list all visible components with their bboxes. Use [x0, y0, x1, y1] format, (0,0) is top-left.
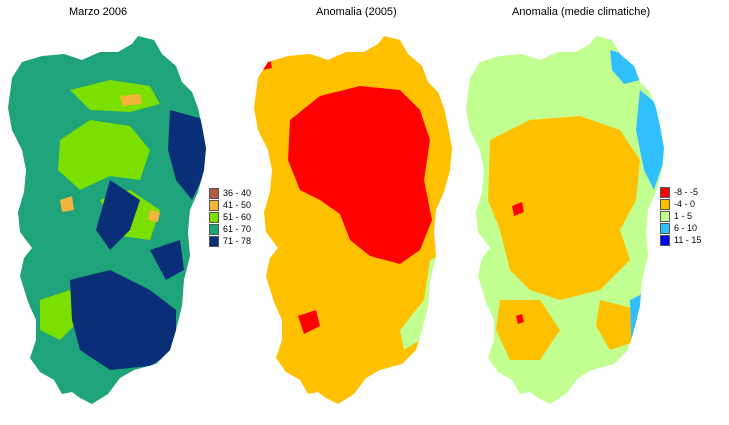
legend-swatch [209, 187, 219, 199]
legend-swatch [660, 222, 670, 234]
map-anomalia-2005 [254, 36, 452, 404]
legend-row: 6 - 10 [660, 222, 701, 234]
legend-label: 6 - 10 [674, 223, 698, 233]
legend-label: 51 - 60 [223, 212, 252, 222]
legend-label: 61 - 70 [223, 224, 252, 234]
legend-swatch [660, 198, 670, 210]
panel-title-marzo-2006: Marzo 2006 [69, 6, 128, 18]
legend-label: 41 - 50 [223, 200, 252, 210]
map-marzo-2006 [8, 36, 206, 404]
panel-title-anomalia-medie: Anomalia (medie climatiche) [512, 6, 651, 18]
legend-label: -8 - -5 [674, 187, 699, 197]
map-anomalia-medie [466, 36, 664, 404]
legend-row: 61 - 70 [209, 223, 251, 235]
legend-label: -4 - 0 [674, 199, 696, 209]
legend-marzo-2006: 36 - 40 41 - 50 51 - 60 61 - 70 71 - 78 [209, 187, 251, 247]
legend-label: 11 - 15 [674, 235, 702, 245]
legend-swatch [209, 211, 219, 223]
legend-row: 41 - 50 [209, 199, 251, 211]
legend-swatch [209, 235, 219, 247]
legend-label: 1 - 5 [674, 211, 693, 221]
legend-swatch [660, 234, 670, 246]
legend-swatch [660, 186, 670, 198]
legend-anomalia-medie: -8 - -5 -4 - 0 1 - 5 6 - 10 11 - 15 [660, 186, 701, 246]
legend-row: 11 - 15 [660, 234, 701, 246]
legend-row: -4 - 0 [660, 198, 701, 210]
legend-label: 71 - 78 [223, 236, 252, 246]
legend-row: 71 - 78 [209, 235, 251, 247]
legend-swatch [660, 210, 670, 222]
legend-row: 1 - 5 [660, 210, 701, 222]
legend-row: -8 - -5 [660, 186, 701, 198]
legend-label: 36 - 40 [223, 188, 252, 198]
panel-title-anomalia-2005: Anomalia (2005) [316, 6, 397, 18]
legend-row: 51 - 60 [209, 211, 251, 223]
legend-row: 36 - 40 [209, 187, 251, 199]
legend-swatch [209, 223, 219, 235]
legend-swatch [209, 199, 219, 211]
